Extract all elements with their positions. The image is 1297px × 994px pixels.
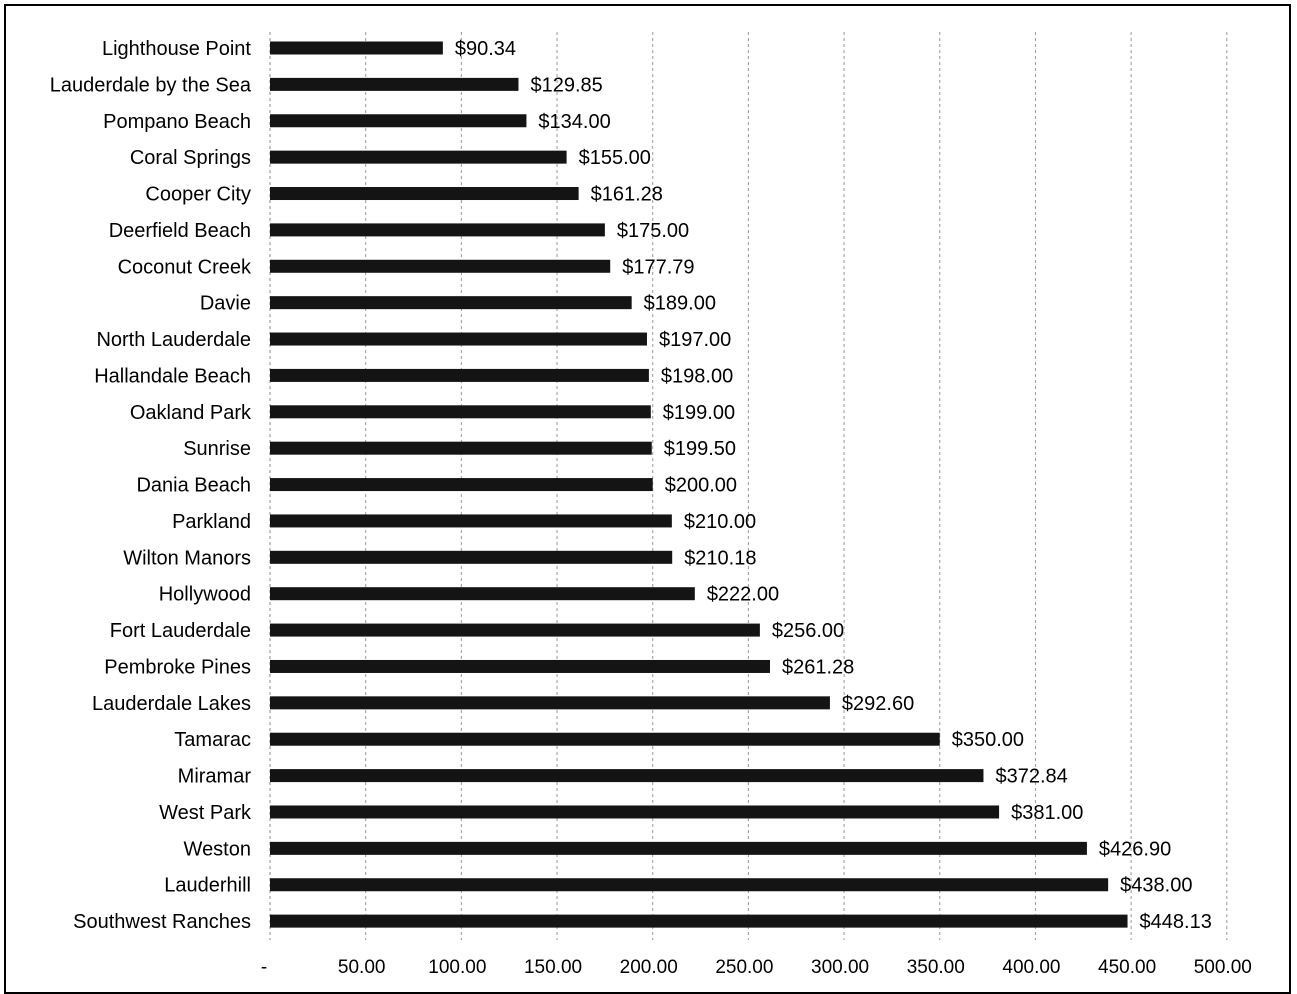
bar [270, 187, 579, 201]
bar [270, 805, 1000, 819]
bar [270, 77, 519, 91]
category-label: Dania Beach [136, 475, 251, 497]
category-label: Pompano Beach [103, 111, 251, 133]
x-axis-tick-labels: - 50.00 100.00 150.00 200.00 250.00 300.00 350.… [261, 957, 1252, 978]
bar [270, 332, 647, 346]
bar [270, 914, 1128, 928]
data-label: $90.34 [455, 38, 516, 60]
category-label: Lauderdale by the Sea [50, 74, 252, 96]
bar [270, 696, 830, 710]
category-label: Southwest Ranches [73, 911, 251, 933]
bar [270, 223, 605, 237]
data-label: $256.00 [772, 620, 844, 642]
bar [270, 150, 567, 164]
x-tick-label: 350.00 [907, 957, 965, 978]
x-tick-label: 400.00 [1002, 957, 1060, 978]
category-label: Fort Lauderdale [110, 620, 251, 642]
data-label: $161.28 [591, 184, 663, 206]
category-label: Lighthouse Point [102, 38, 251, 60]
bar [270, 259, 611, 273]
category-label: Lauderdale Lakes [92, 693, 251, 715]
data-label: $210.00 [684, 511, 756, 533]
value-labels: $90.34 $129.85 $134.00 $155.00 $161.28 $175.0… [455, 38, 1212, 933]
data-label: $448.13 [1140, 911, 1212, 933]
x-tick-label: 150.00 [524, 957, 582, 978]
data-label: $222.00 [707, 584, 779, 606]
data-label: $134.00 [538, 111, 610, 133]
category-labels: Lighthouse Point Lauderdale by the Sea Pom… [50, 38, 252, 933]
data-label: $198.00 [661, 365, 733, 387]
data-label: $438.00 [1120, 875, 1192, 897]
data-label: $381.00 [1011, 802, 1083, 824]
data-label: $199.00 [663, 402, 735, 424]
bar [270, 296, 632, 310]
bar [270, 587, 695, 601]
grid-layer [269, 32, 1228, 940]
data-label: $200.00 [665, 475, 737, 497]
bar [270, 114, 527, 128]
category-label: Cooper City [145, 184, 251, 206]
category-label: Wilton Manors [123, 547, 251, 569]
bar [270, 368, 649, 382]
category-label: West Park [159, 802, 252, 824]
x-tick-label: 500.00 [1194, 957, 1252, 978]
bar [270, 623, 760, 637]
data-label: $197.00 [659, 329, 731, 351]
bar [270, 878, 1109, 892]
data-label: $350.00 [952, 729, 1024, 751]
bar-layer [270, 41, 1128, 928]
category-label: Weston [184, 838, 251, 860]
category-label: Oakland Park [130, 402, 252, 424]
category-label: Parkland [172, 511, 251, 533]
data-label: $155.00 [579, 147, 651, 169]
data-label: $175.00 [617, 220, 689, 242]
x-tick-label: 100.00 [428, 957, 486, 978]
bar [270, 405, 651, 419]
category-label: Coconut Creek [118, 256, 252, 278]
bar [270, 659, 770, 673]
category-label: Hollywood [159, 584, 251, 606]
data-label: $426.90 [1099, 838, 1171, 860]
bar [270, 514, 672, 528]
category-label: Tamarac [174, 729, 251, 751]
category-label: Pembroke Pines [104, 656, 251, 678]
x-tick-label: 200.00 [620, 957, 678, 978]
data-label: $189.00 [644, 293, 716, 315]
data-label: $199.50 [664, 438, 736, 460]
data-label: $292.60 [842, 693, 914, 715]
data-label: $372.84 [995, 766, 1067, 788]
bar [270, 478, 653, 492]
category-label: Davie [200, 293, 251, 315]
category-label: North Lauderdale [96, 329, 251, 351]
x-tick-label: 450.00 [1098, 957, 1156, 978]
bar [270, 41, 443, 55]
x-tick-label: - [261, 957, 267, 978]
category-label: Miramar [178, 766, 252, 788]
data-label: $129.85 [530, 74, 602, 96]
data-label: $210.18 [684, 547, 756, 569]
bar [270, 769, 984, 783]
category-label: Sunrise [183, 438, 251, 460]
bar [270, 841, 1087, 855]
bar [270, 550, 673, 564]
x-tick-label: 250.00 [715, 957, 773, 978]
bar [270, 732, 940, 746]
category-label: Coral Springs [130, 147, 251, 169]
bar [270, 441, 652, 455]
data-label: $177.79 [622, 256, 694, 278]
category-label: Deerfield Beach [109, 220, 251, 242]
category-label: Lauderhill [164, 875, 251, 897]
data-label: $261.28 [782, 656, 854, 678]
chart-frame [4, 4, 1291, 994]
x-tick-label: 300.00 [811, 957, 869, 978]
category-label: Hallandale Beach [94, 365, 251, 387]
x-tick-label: 50.00 [338, 957, 386, 978]
